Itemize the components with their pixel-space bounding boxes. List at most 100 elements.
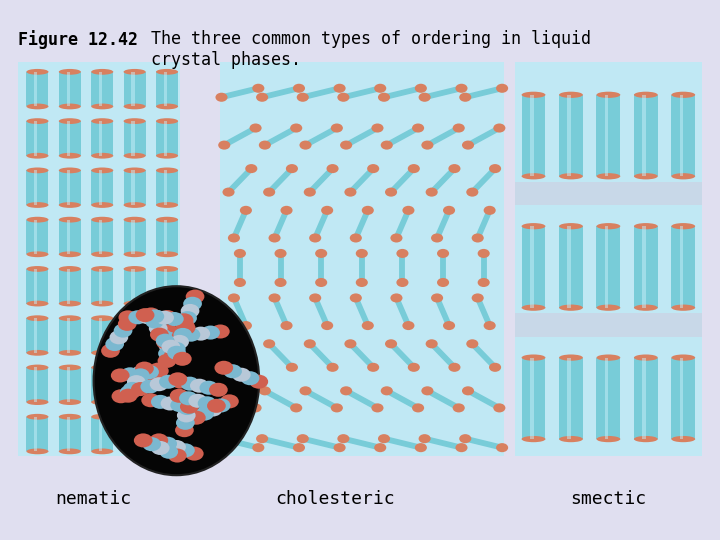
Circle shape: [372, 403, 384, 413]
Ellipse shape: [634, 436, 658, 442]
Ellipse shape: [596, 223, 621, 230]
Bar: [567, 226, 571, 308]
Ellipse shape: [634, 173, 658, 179]
Circle shape: [381, 140, 393, 150]
Ellipse shape: [27, 153, 48, 159]
Ellipse shape: [27, 301, 48, 306]
Bar: [220, 62, 504, 456]
Ellipse shape: [634, 354, 658, 361]
Ellipse shape: [27, 202, 48, 208]
Circle shape: [150, 377, 168, 391]
Ellipse shape: [124, 217, 145, 222]
Circle shape: [297, 434, 309, 443]
Ellipse shape: [59, 301, 81, 306]
Bar: [131, 269, 135, 303]
Ellipse shape: [156, 350, 178, 356]
Ellipse shape: [59, 104, 81, 109]
Circle shape: [120, 385, 138, 399]
Ellipse shape: [124, 252, 145, 257]
Circle shape: [141, 393, 160, 407]
Circle shape: [178, 401, 197, 415]
Ellipse shape: [596, 173, 621, 179]
Ellipse shape: [27, 118, 48, 124]
Circle shape: [415, 84, 427, 93]
Circle shape: [240, 206, 252, 215]
Circle shape: [437, 249, 449, 258]
Circle shape: [234, 278, 246, 287]
Ellipse shape: [59, 364, 81, 370]
Ellipse shape: [559, 305, 583, 311]
Circle shape: [109, 330, 128, 345]
Bar: [530, 357, 534, 439]
Ellipse shape: [91, 350, 113, 356]
Circle shape: [145, 373, 163, 387]
Circle shape: [165, 312, 184, 326]
Circle shape: [150, 364, 168, 378]
Circle shape: [421, 140, 433, 150]
Ellipse shape: [91, 449, 113, 454]
Ellipse shape: [671, 354, 696, 361]
Circle shape: [449, 164, 461, 173]
Bar: [91, 318, 113, 353]
Bar: [671, 226, 696, 308]
Bar: [91, 417, 113, 451]
Ellipse shape: [634, 305, 658, 311]
Circle shape: [309, 233, 321, 242]
Circle shape: [467, 339, 478, 348]
Bar: [66, 368, 70, 402]
Circle shape: [136, 377, 155, 391]
Circle shape: [304, 187, 316, 197]
Ellipse shape: [124, 104, 145, 109]
Circle shape: [158, 347, 177, 361]
Circle shape: [234, 249, 246, 258]
Circle shape: [176, 318, 194, 332]
Ellipse shape: [27, 364, 48, 370]
Circle shape: [286, 164, 298, 173]
Circle shape: [135, 362, 154, 376]
Circle shape: [158, 354, 176, 368]
Circle shape: [177, 321, 196, 335]
Circle shape: [156, 335, 175, 349]
Bar: [521, 226, 546, 308]
Circle shape: [172, 329, 191, 343]
Ellipse shape: [559, 173, 583, 179]
Circle shape: [249, 375, 268, 389]
Circle shape: [412, 124, 424, 132]
Bar: [91, 220, 113, 254]
Ellipse shape: [91, 167, 113, 173]
Bar: [680, 357, 683, 439]
Bar: [156, 121, 178, 156]
Ellipse shape: [596, 436, 621, 442]
Circle shape: [361, 321, 374, 330]
Bar: [59, 220, 81, 254]
Ellipse shape: [59, 315, 81, 321]
Circle shape: [250, 124, 261, 132]
Bar: [642, 95, 646, 176]
Circle shape: [180, 400, 199, 414]
Circle shape: [123, 382, 142, 396]
Bar: [91, 368, 113, 402]
Bar: [515, 181, 702, 205]
Circle shape: [175, 423, 194, 437]
Bar: [156, 220, 178, 254]
Ellipse shape: [91, 104, 113, 109]
Bar: [530, 226, 534, 308]
Bar: [66, 171, 70, 205]
Bar: [124, 368, 145, 402]
Bar: [66, 121, 70, 156]
Ellipse shape: [521, 436, 546, 442]
Bar: [34, 220, 37, 254]
Circle shape: [344, 187, 356, 197]
Ellipse shape: [91, 252, 113, 257]
Circle shape: [131, 382, 150, 396]
Circle shape: [222, 339, 235, 348]
Ellipse shape: [91, 364, 113, 370]
Ellipse shape: [559, 92, 583, 98]
Circle shape: [149, 362, 168, 376]
Bar: [27, 269, 48, 303]
Bar: [99, 220, 102, 254]
Circle shape: [215, 93, 228, 102]
Ellipse shape: [59, 153, 81, 159]
Circle shape: [338, 434, 349, 443]
Circle shape: [121, 367, 140, 381]
